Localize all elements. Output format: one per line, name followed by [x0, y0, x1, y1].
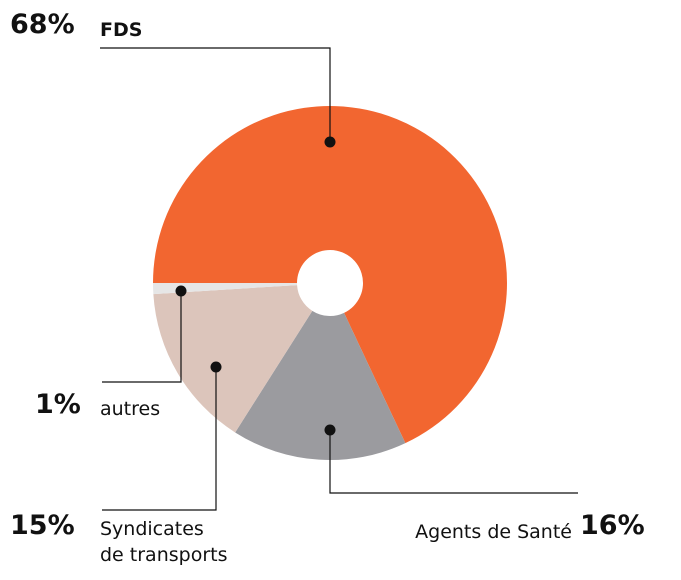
slice [235, 310, 406, 460]
leader-line [102, 291, 182, 383]
value-label: 15% [10, 510, 75, 541]
leader-dot [324, 424, 336, 436]
leader-line [329, 430, 578, 494]
category-label: autres [100, 398, 161, 420]
value-label: 68% [10, 9, 75, 40]
leader-dot [324, 136, 336, 148]
leader-line [100, 47, 331, 142]
category-label: Syndicates de transports [100, 518, 228, 566]
leader-dot [210, 361, 222, 373]
value-label: 16% [580, 510, 645, 541]
slice [153, 283, 298, 295]
slice [153, 106, 507, 444]
category-label: Agents de Santé [415, 521, 572, 543]
slice [153, 285, 313, 433]
category-label: FDS [100, 19, 143, 41]
leader-dot [175, 285, 187, 297]
value-label: 1% [35, 389, 81, 420]
leader-line [102, 367, 217, 511]
